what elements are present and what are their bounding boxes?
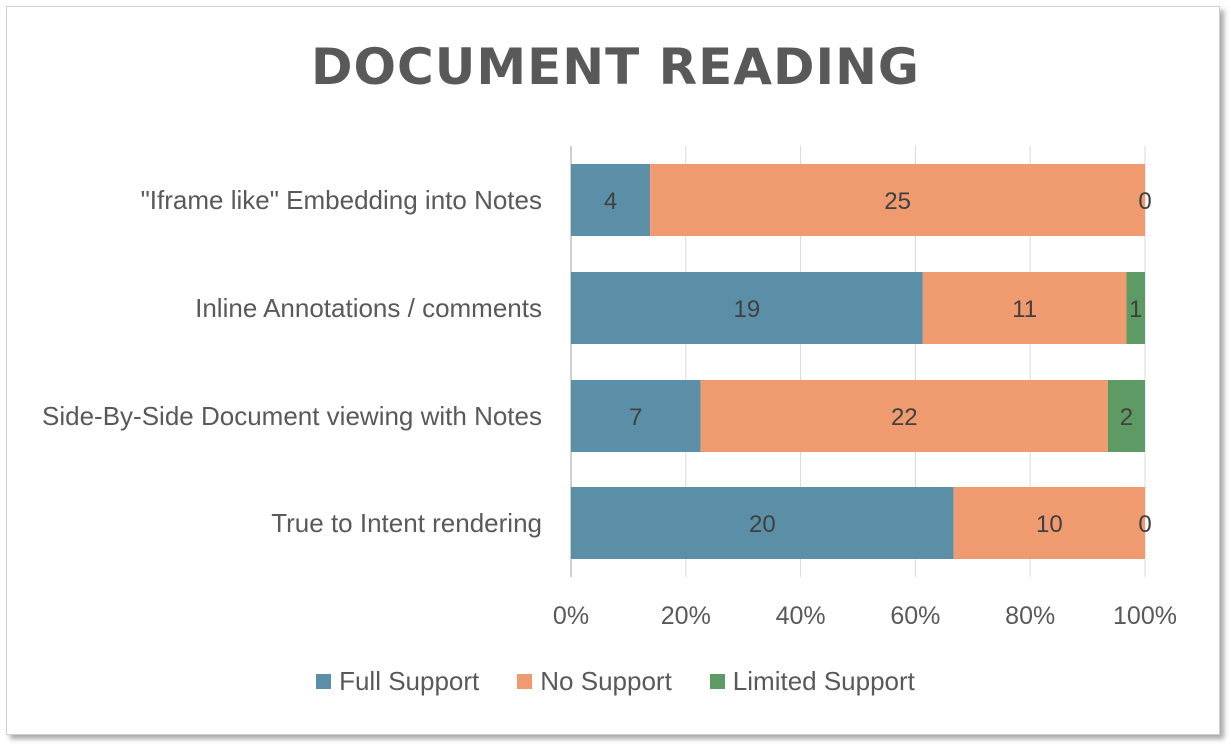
x-tick-label: 80% xyxy=(1005,602,1055,630)
legend-item: Limited Support xyxy=(709,666,915,697)
data-label: 11 xyxy=(1012,296,1037,323)
bar-segment-limited-support xyxy=(1126,272,1145,344)
data-label: 22 xyxy=(891,404,918,431)
category-label: Side-By-Side Document viewing with Notes xyxy=(42,401,542,431)
bar-segment-full-support xyxy=(571,487,954,559)
legend-item: No Support xyxy=(517,666,672,697)
data-label: 2 xyxy=(1120,404,1133,431)
data-label: 1 xyxy=(1129,296,1142,323)
legend-label: Full Support xyxy=(339,666,480,696)
bar-segment-limited-support xyxy=(1107,380,1145,452)
legend-swatch xyxy=(316,674,332,689)
category-label: "Iframe like" Embedding into Notes xyxy=(141,185,542,215)
legend-item: Full Support xyxy=(316,666,479,697)
legend-swatch xyxy=(517,674,533,689)
data-label: 4 xyxy=(604,188,617,215)
legend-label: No Support xyxy=(540,666,672,696)
chart-legend: Full Support No Support Limited Support xyxy=(0,666,1231,697)
bar-segment-full-support xyxy=(571,380,701,452)
data-label: 10 xyxy=(1036,511,1063,538)
legend-swatch xyxy=(709,674,725,689)
x-tick-label: 60% xyxy=(890,602,940,630)
data-label: 7 xyxy=(629,404,642,431)
chart-frame xyxy=(6,6,1220,735)
legend-label: Limited Support xyxy=(732,666,915,696)
category-label: True to Intent rendering xyxy=(271,508,542,538)
bar-segment-full-support xyxy=(571,272,923,344)
bar-segment-no-support xyxy=(650,164,1145,236)
data-label: 20 xyxy=(749,511,776,538)
bar-segment-no-support xyxy=(700,380,1108,452)
data-label: 0 xyxy=(1138,511,1151,538)
x-tick-label: 20% xyxy=(661,602,711,630)
x-tick-label: 0% xyxy=(553,602,589,630)
data-label: 25 xyxy=(884,188,911,215)
bar-segment-no-support xyxy=(922,272,1127,344)
data-label: 19 xyxy=(734,296,761,323)
bar-segment-full-support xyxy=(571,164,651,236)
chart-title: DOCUMENT READING xyxy=(311,38,920,96)
x-tick-label: 100% xyxy=(1113,602,1177,630)
x-tick-label: 40% xyxy=(776,602,826,630)
data-label: 0 xyxy=(1138,188,1151,215)
bar-segment-no-support xyxy=(953,487,1145,559)
category-label: Inline Annotations / comments xyxy=(195,293,542,323)
